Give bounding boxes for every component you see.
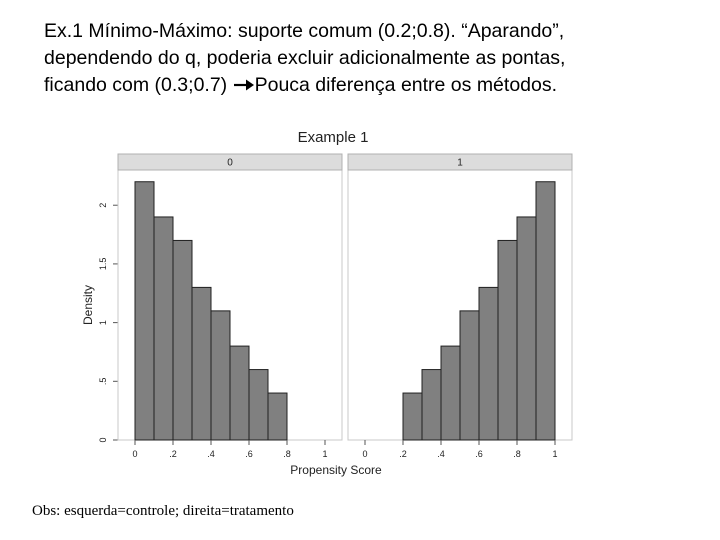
y-tick-label: 1 [98, 320, 108, 325]
histogram-bar [153, 216, 174, 441]
heading-line-3-end: Pouca diferença entre os métodos. [254, 74, 558, 96]
histogram-bar [229, 345, 250, 441]
x-tick-label: .8 [513, 449, 521, 459]
x-tick-label: .8 [283, 449, 291, 459]
histogram-bar [248, 369, 269, 441]
x-axis-label: Propensity Score [290, 463, 382, 477]
histogram-bar [267, 392, 288, 441]
histogram-bar [440, 345, 461, 441]
x-tick-label: .2 [399, 449, 407, 459]
x-tick-label: .4 [437, 449, 445, 459]
x-tick-label: .4 [207, 449, 215, 459]
panel-header-label: 1 [457, 158, 463, 169]
y-tick-label: 2 [98, 203, 108, 208]
y-tick-label: 1.5 [98, 258, 108, 271]
histogram-bar [191, 286, 212, 441]
heading-line-3: ficando com (0.3;0.7) Pouca diferença en… [44, 72, 714, 99]
histogram-bar [172, 239, 193, 441]
heading-line-2: dependendo do q, poderia excluir adicion… [44, 47, 566, 69]
histogram-bar [421, 369, 442, 441]
footnote: Obs: esquerda=controle; direita=tratamen… [32, 503, 294, 519]
histogram-bar [402, 392, 423, 441]
histogram-bar [516, 216, 537, 441]
heading-line-3-start: ficando com (0.3;0.7) [44, 74, 233, 96]
histogram-bar [535, 181, 556, 441]
heading-line-1: Ex.1 Mínimo-Máximo: suporte comum (0.2;0… [44, 20, 565, 42]
x-tick-label: 0 [362, 449, 367, 459]
x-tick-label: .6 [245, 449, 253, 459]
x-tick-label: .2 [169, 449, 177, 459]
chart-title: Example 1 [298, 129, 369, 146]
histogram-bar [497, 239, 518, 441]
x-tick-label: 1 [322, 449, 327, 459]
panel-header-label: 0 [227, 158, 233, 169]
y-axis-label: Density [81, 285, 95, 325]
x-tick-label: .6 [475, 449, 483, 459]
y-tick-label: 0 [98, 437, 108, 442]
histogram-bar [210, 310, 231, 441]
histogram-bar [134, 181, 155, 441]
histogram-bar [478, 286, 499, 441]
slide-heading: Ex.1 Mínimo-Máximo: suporte comum (0.2;0… [44, 18, 714, 99]
histogram-bar [459, 310, 480, 441]
x-tick-label: 1 [552, 449, 557, 459]
panel-header [117, 153, 343, 171]
right-arrow-icon [233, 79, 254, 91]
y-tick-label: .5 [98, 378, 108, 386]
panel-header [347, 153, 573, 171]
x-tick-label: 0 [132, 449, 137, 459]
